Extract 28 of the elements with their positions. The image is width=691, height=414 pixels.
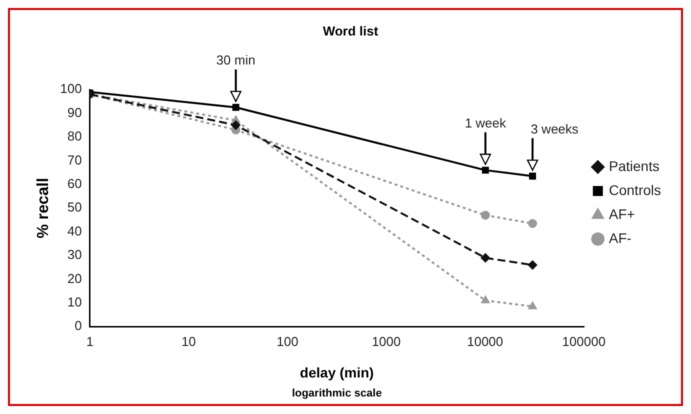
- y-tick-label: 30: [67, 247, 82, 262]
- annotation: 30 min: [216, 52, 256, 68]
- chart-title: Word list: [322, 23, 379, 38]
- y-tick-label: 20: [67, 270, 82, 286]
- y-tick-label: 60: [67, 176, 82, 191]
- legend-label: Patients: [608, 158, 660, 174]
- y-tick-label: 40: [67, 223, 82, 238]
- x-tick-label: 10000: [466, 334, 504, 349]
- y-axis-title: % recall: [35, 178, 52, 238]
- x-tick-label: 100: [276, 334, 298, 349]
- x-tick-label: 100000: [562, 334, 606, 349]
- y-tick-label: 90: [67, 104, 82, 120]
- x-tick-label: 1: [86, 334, 94, 349]
- legend-label: AF+: [608, 206, 635, 222]
- x-axis-title: delay (min): [300, 364, 374, 380]
- y-tick-label: 70: [67, 152, 82, 168]
- legend-label: Controls: [608, 182, 662, 198]
- text: logarithmic scale: [292, 388, 382, 400]
- annotation: 3 weeks: [530, 121, 579, 136]
- annotation: 1 week: [464, 115, 507, 130]
- y-tick-label: 100: [60, 81, 82, 96]
- x-tick-label: 1000: [372, 334, 401, 349]
- x-tick-label: 10: [181, 334, 196, 349]
- y-tick-label: 80: [67, 128, 82, 144]
- legend-label: AF-: [608, 230, 632, 246]
- y-tick-label: 10: [67, 294, 82, 310]
- y-tick-label: 0: [74, 318, 82, 334]
- y-tick-label: 50: [67, 200, 82, 215]
